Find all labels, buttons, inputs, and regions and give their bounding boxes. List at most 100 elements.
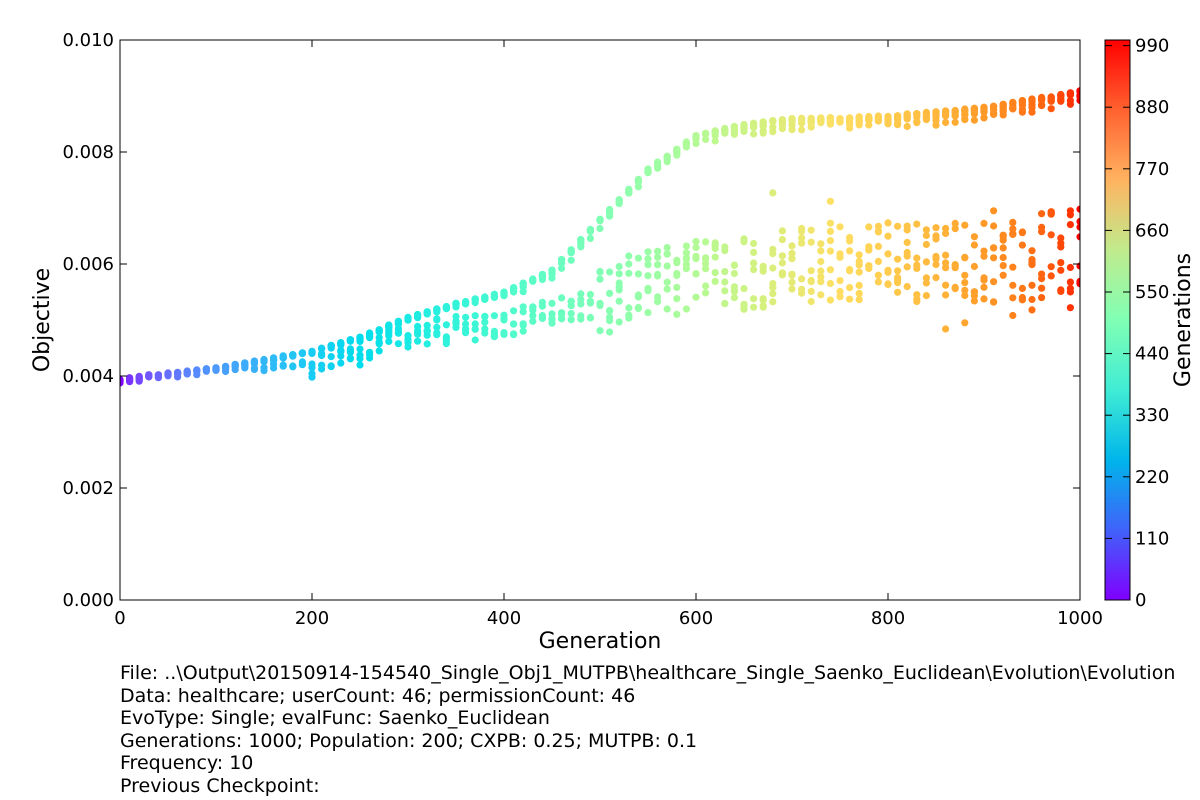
data-point bbox=[769, 290, 777, 298]
data-point bbox=[577, 300, 585, 308]
data-point bbox=[692, 243, 700, 252]
data-point bbox=[874, 242, 883, 250]
data-point bbox=[778, 259, 787, 267]
data-point bbox=[730, 286, 739, 294]
data-point bbox=[596, 275, 604, 283]
data-point bbox=[1066, 97, 1074, 105]
data-point bbox=[327, 353, 335, 361]
data-point bbox=[481, 329, 489, 337]
data-point bbox=[788, 242, 796, 250]
data-point bbox=[942, 281, 950, 289]
colorbar-label: Generations bbox=[1171, 253, 1196, 387]
data-point bbox=[682, 265, 691, 273]
y-tick-label: 0.000 bbox=[62, 590, 114, 611]
data-point bbox=[1018, 228, 1026, 236]
data-point bbox=[874, 278, 883, 286]
data-point bbox=[394, 329, 402, 337]
data-point bbox=[778, 236, 787, 244]
x-tick-label: 600 bbox=[679, 608, 713, 629]
data-point bbox=[1009, 294, 1017, 302]
data-point bbox=[289, 363, 297, 371]
data-point bbox=[394, 318, 402, 326]
data-point bbox=[913, 119, 921, 127]
data-point bbox=[778, 227, 787, 235]
data-point bbox=[730, 269, 739, 278]
data-point bbox=[663, 285, 671, 293]
data-point bbox=[807, 297, 815, 306]
data-point bbox=[942, 224, 950, 233]
data-point bbox=[346, 337, 354, 345]
data-point bbox=[673, 310, 681, 318]
data-point bbox=[1066, 263, 1074, 272]
data-point bbox=[778, 252, 787, 260]
data-point bbox=[884, 250, 892, 258]
data-point bbox=[913, 254, 921, 262]
data-point bbox=[961, 108, 969, 116]
data-point bbox=[721, 243, 729, 251]
data-point bbox=[298, 358, 306, 366]
data-point bbox=[375, 340, 383, 348]
data-point bbox=[519, 327, 527, 335]
data-point bbox=[740, 125, 748, 133]
data-point bbox=[202, 367, 210, 375]
data-point bbox=[615, 200, 623, 208]
data-point bbox=[212, 366, 220, 374]
data-point bbox=[625, 304, 633, 312]
data-point bbox=[692, 270, 700, 278]
data-point bbox=[327, 362, 335, 370]
x-tick-label: 400 bbox=[487, 608, 521, 629]
data-point bbox=[702, 265, 710, 273]
data-point bbox=[807, 123, 815, 131]
data-point bbox=[884, 266, 892, 274]
info-evotype-line: EvoType: Single; evalFunc: Saenko_Euclid… bbox=[120, 707, 550, 729]
data-point bbox=[961, 115, 969, 123]
data-point bbox=[327, 342, 335, 350]
data-point bbox=[673, 270, 681, 278]
data-point bbox=[615, 297, 623, 305]
data-point bbox=[1066, 91, 1074, 99]
data-point bbox=[1009, 218, 1017, 226]
data-point bbox=[471, 336, 479, 344]
data-point bbox=[414, 311, 422, 319]
data-point bbox=[500, 329, 508, 337]
data-point bbox=[634, 176, 643, 184]
data-point bbox=[1009, 230, 1017, 238]
data-point bbox=[874, 117, 883, 125]
data-point bbox=[961, 279, 969, 287]
data-point bbox=[922, 240, 931, 249]
data-point bbox=[1076, 223, 1080, 231]
info-frequency-line: Frequency: 10 bbox=[120, 752, 254, 774]
data-point bbox=[798, 126, 806, 134]
data-point bbox=[817, 278, 825, 286]
data-point bbox=[798, 275, 806, 283]
data-point bbox=[586, 234, 595, 242]
data-point bbox=[884, 232, 892, 240]
data-point bbox=[654, 261, 662, 269]
data-point bbox=[759, 121, 767, 130]
data-point bbox=[462, 300, 470, 308]
data-point bbox=[682, 249, 691, 257]
data-point bbox=[625, 269, 633, 277]
data-point bbox=[615, 318, 623, 326]
data-point bbox=[673, 283, 681, 291]
data-point bbox=[423, 331, 431, 339]
data-point bbox=[120, 379, 124, 387]
data-point bbox=[385, 327, 393, 335]
colorbar-tick-label: 0 bbox=[1135, 590, 1146, 611]
data-point bbox=[606, 328, 614, 336]
data-point bbox=[183, 370, 191, 378]
info-data-line: Data: healthcare; userCount: 46; permiss… bbox=[120, 684, 636, 707]
data-point bbox=[990, 207, 998, 215]
data-point bbox=[990, 278, 998, 286]
data-point bbox=[289, 352, 297, 360]
data-point bbox=[193, 367, 201, 375]
data-point bbox=[730, 130, 739, 138]
data-point bbox=[942, 118, 950, 126]
data-point bbox=[634, 254, 643, 262]
data-point bbox=[1076, 280, 1080, 288]
data-point bbox=[404, 314, 412, 322]
data-point bbox=[798, 234, 806, 242]
data-point bbox=[702, 254, 710, 262]
data-point bbox=[356, 355, 364, 363]
data-point bbox=[894, 267, 902, 275]
